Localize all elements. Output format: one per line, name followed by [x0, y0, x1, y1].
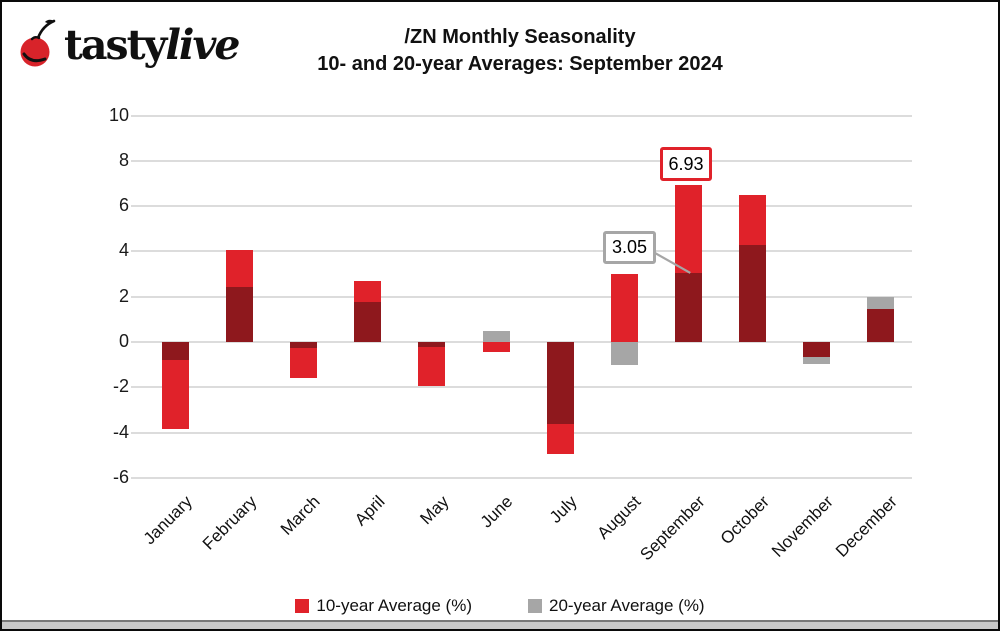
ytick-label-6: 6	[118, 195, 129, 216]
chart-title: /ZN Monthly Seasonality 10- and 20-year …	[62, 24, 978, 78]
gridline-y-6	[131, 205, 912, 208]
xtick-label-june: June	[476, 491, 517, 532]
legend-swatch-10yr	[295, 599, 310, 613]
bar-february-10yr	[226, 250, 254, 287]
bar-may-10yr	[418, 346, 446, 387]
gridline-y-8	[131, 159, 912, 162]
bar-january-10yr	[162, 360, 189, 430]
bottom-edge-strip	[2, 620, 998, 629]
bar-april-10yr	[354, 280, 382, 303]
legend-item-20yr: 20-year Average (%)	[528, 596, 705, 616]
bar-july-10yr	[546, 423, 574, 455]
bar-august-20yr	[610, 342, 638, 365]
bar-february-overlap	[226, 286, 254, 342]
bar-november-20yr	[803, 356, 830, 364]
bar-july-overlap	[546, 342, 574, 424]
xtick-label-february: February	[198, 491, 261, 554]
xtick-label-july: July	[545, 491, 581, 527]
bar-april-overlap	[354, 302, 382, 342]
bar-october-overlap	[738, 244, 766, 342]
logo-wordmark: tastylive	[64, 20, 240, 70]
gridline-y-4	[131, 250, 912, 253]
xtick-label-september: September	[636, 491, 709, 565]
xtick-label-march: March	[277, 491, 325, 539]
ytick-label-0: 0	[118, 331, 129, 351]
bar-may-overlap	[418, 342, 446, 347]
legend-label-10yr: 10-year Average (%)	[316, 596, 472, 615]
ytick-label-2: 2	[118, 285, 129, 306]
ytick-label-4: 4	[118, 240, 129, 261]
xtick-label-january: January	[139, 491, 196, 549]
xtick-label-august: August	[593, 491, 645, 543]
legend: 10-year Average (%) 20-year Average (%)	[2, 596, 998, 616]
bar-december-overlap	[867, 309, 895, 342]
ytick-label-8: 8	[118, 149, 129, 170]
gridline-y-2	[131, 295, 912, 298]
callout-september-10yr-value: 6.93	[668, 153, 704, 174]
gridline-y--2	[131, 386, 912, 389]
bar-march-10yr	[290, 347, 318, 379]
bar-november-overlap	[803, 342, 830, 357]
cherry-icon	[20, 19, 56, 67]
legend-label-20yr: 20-year Average (%)	[549, 596, 705, 615]
bar-june-10yr	[482, 342, 510, 353]
callout-september-20yr-value: 3.05	[611, 237, 648, 257]
callout-september-20yr: 3.05	[603, 231, 656, 264]
gridline-y-10	[131, 114, 912, 117]
callout-september-10yr: 6.93	[660, 147, 712, 181]
xtick-label-december: December	[832, 491, 902, 561]
logo-text-tasty: tasty	[64, 21, 167, 69]
xtick-label-november: November	[768, 491, 837, 561]
legend-swatch-20yr	[528, 599, 542, 613]
logo-text-live: live	[165, 21, 240, 69]
bar-december-20yr	[867, 296, 895, 310]
gridline-y--6	[131, 476, 912, 479]
bar-march-overlap	[290, 342, 318, 348]
chart-title-line2: 10- and 20-year Averages: September 2024	[317, 53, 723, 75]
bar-october-10yr	[738, 194, 766, 245]
xtick-label-may: May	[416, 491, 453, 529]
bar-september-10yr	[674, 185, 702, 273]
bar-september-overlap	[674, 272, 702, 342]
xtick-label-october: October	[716, 491, 773, 549]
ytick-label--4: -4	[112, 421, 129, 442]
bar-january-overlap	[162, 342, 189, 361]
xtick-label-april: April	[350, 491, 389, 530]
ytick-label--6: -6	[112, 466, 129, 487]
gridline-y-0	[131, 341, 912, 343]
gridline-y--4	[131, 431, 912, 434]
tastylive-logo: tastylive	[18, 18, 240, 70]
chart-title-line1: /ZN Monthly Seasonality	[404, 26, 636, 48]
ytick-label--2: -2	[112, 376, 129, 397]
bar-june-20yr	[482, 330, 510, 342]
legend-item-10yr: 10-year Average (%)	[295, 596, 472, 616]
bar-august-10yr	[610, 274, 638, 342]
ytick-label-10: 10	[108, 104, 129, 125]
